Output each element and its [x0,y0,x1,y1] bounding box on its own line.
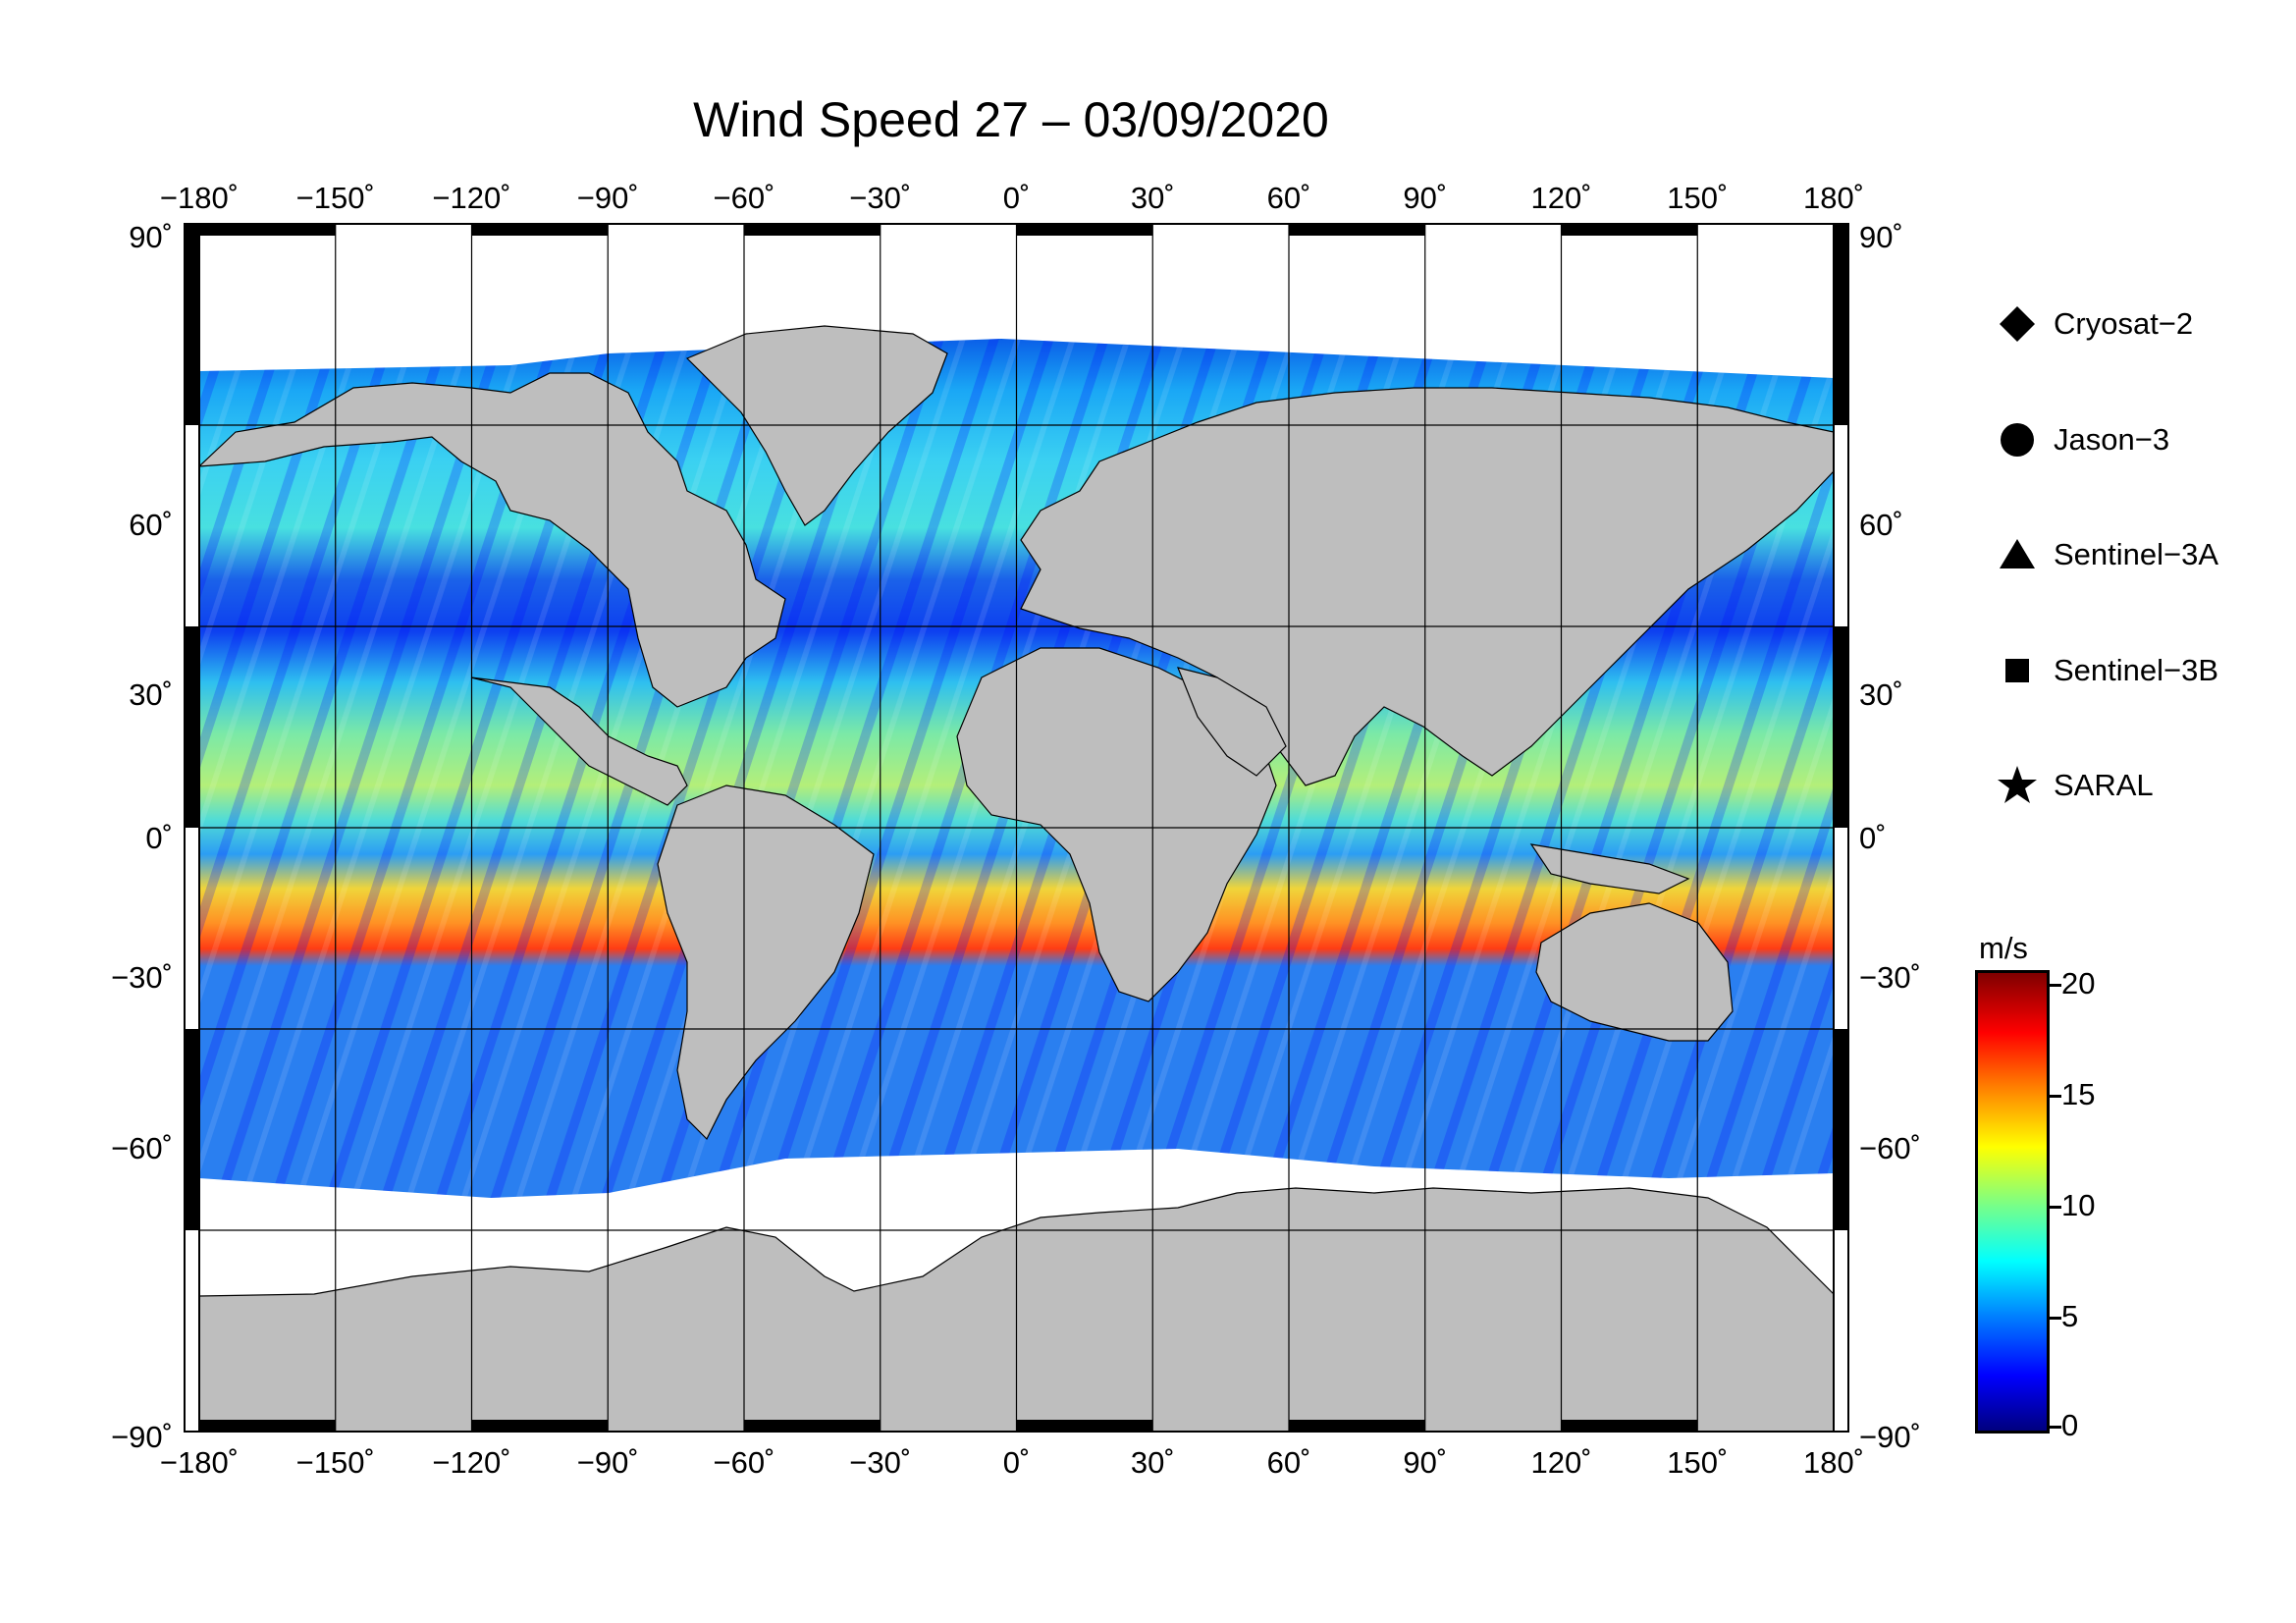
colorbar-tick-mark [2050,1095,2061,1098]
right-lat-tick: −90˚ [1859,1420,1921,1454]
top-lon-tick: 150˚ [1667,181,1728,215]
top-lon-tick: 60˚ [1267,181,1311,215]
arabia-land [1177,667,1287,777]
bottom-lon-tick: 150˚ [1667,1445,1728,1480]
bottom-lon-tick: −150˚ [296,1445,375,1480]
top-lon-tick: −150˚ [296,181,375,215]
bottom-lon-tick: −90˚ [577,1445,639,1480]
eurasia-land [1020,387,1834,786]
southeast-asia-land [1529,843,1690,894]
right-lat-tick: 0˚ [1859,821,1887,855]
legend-label: SARAL [2054,768,2154,802]
right-lat-tick: 30˚ [1859,677,1903,712]
left-lat-tick: 60˚ [129,508,173,542]
north-america-land [199,372,786,708]
top-lon-tick: −60˚ [714,181,775,215]
right-lat-tick: 60˚ [1859,508,1903,542]
colorbar-tick-label: 0 [2061,1408,2079,1442]
top-lon-tick: 90˚ [1403,181,1447,215]
legend-label: Sentinel−3B [2054,653,2219,687]
left-lat-tick: −30˚ [111,960,173,995]
colorbar-unit: m/s [1979,931,2028,965]
top-lon-tick: 30˚ [1131,181,1175,215]
bottom-lon-tick: 60˚ [1267,1445,1311,1480]
square-icon [1993,646,2042,695]
top-lon-tick: −90˚ [577,181,639,215]
right-lat-tick: 90˚ [1859,220,1903,254]
top-lon-tick: −30˚ [849,181,911,215]
colorbar-tick-mark [2050,1317,2061,1320]
colorbar [1975,970,2050,1434]
legend-item-jason: Jason−3 [1993,415,2169,464]
left-lat-tick: 30˚ [129,677,173,712]
triangle-icon [1993,530,2042,579]
circle-icon [1993,415,2042,464]
legend-item-sentinel-3b: Sentinel−3B [1993,646,2218,695]
colorbar-tick-label: 15 [2061,1077,2096,1111]
legend-label: Cryosat−2 [2054,306,2194,341]
top-lon-labels: −180˚ −150˚ −120˚ −90˚ −60˚ −30˚ 0˚ 30˚ … [160,181,1864,215]
bottom-lon-tick: −120˚ [432,1445,510,1480]
bottom-lon-tick: 30˚ [1131,1445,1175,1480]
legend-label: Sentinel−3A [2054,537,2219,571]
colorbar-tick-mark [2050,1426,2061,1429]
top-lon-tick: 120˚ [1530,181,1591,215]
australia-land [1535,902,1734,1042]
legend-label: Jason−3 [2054,422,2170,457]
right-lat-tick: −30˚ [1859,960,1921,995]
legend-item-sentinel-3a: Sentinel−3A [1993,530,2218,579]
legend-item-saral: SARAL [1993,761,2154,810]
bottom-lon-labels: −180˚ −150˚ −120˚ −90˚ −60˚ −30˚ 0˚ 30˚ … [160,1445,1864,1480]
left-lat-labels: 90˚ 60˚ 30˚ 0˚ −30˚ −60˚ −90˚ [111,220,173,1454]
south-america-land [657,784,875,1141]
colorbar-tick-mark [2050,1206,2061,1209]
star-icon [1993,761,2042,810]
graticule [199,224,1834,1432]
map-frame-ticks [185,224,1848,1432]
top-lon-tick: −120˚ [432,181,510,215]
left-lat-tick: −60˚ [111,1131,173,1165]
colorbar-tick-label: 5 [2061,1299,2079,1333]
left-lat-tick: 0˚ [145,821,173,855]
top-lon-tick: 180˚ [1803,181,1864,215]
colorbar-tick-mark [2050,984,2061,987]
bottom-lon-tick: 120˚ [1530,1445,1591,1480]
bottom-lon-tick: −60˚ [714,1445,775,1480]
right-lat-labels: 90˚ 60˚ 30˚ 0˚ −30˚ −60˚ −90˚ [1859,220,1921,1454]
page-title: Wind Speed 27 – 03/09/2020 [693,92,1329,147]
colorbar-tick-label: 20 [2061,966,2096,1001]
bottom-lon-tick: 0˚ [1003,1445,1031,1480]
bottom-lon-tick: −30˚ [849,1445,911,1480]
diamond-icon [1993,299,2042,349]
bottom-lon-tick: −180˚ [160,1445,239,1480]
legend-item-cryosat: Cryosat−2 [1993,299,2193,349]
top-lon-tick: 0˚ [1003,181,1031,215]
left-lat-tick: −90˚ [111,1420,173,1454]
central-america-land [470,676,688,806]
colorbar-tick-label: 10 [2061,1188,2096,1222]
bottom-lon-tick: 90˚ [1403,1445,1447,1480]
right-lat-tick: −60˚ [1859,1131,1921,1165]
top-lon-tick: −180˚ [160,181,239,215]
left-lat-tick: 90˚ [129,220,173,254]
bottom-lon-tick: 180˚ [1803,1445,1864,1480]
